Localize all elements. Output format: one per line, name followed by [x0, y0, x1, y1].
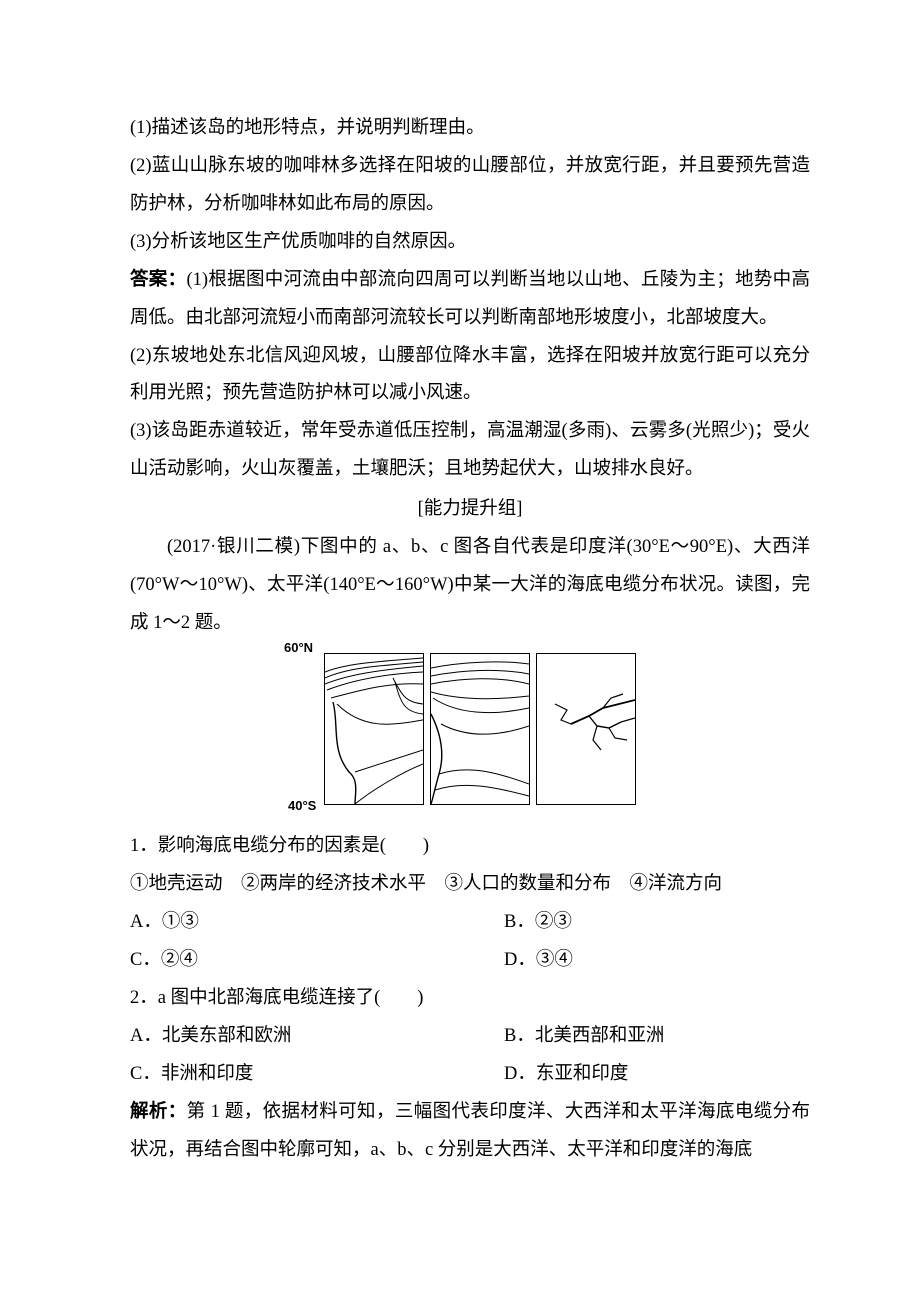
q1-option-c: C．②④ — [130, 942, 504, 980]
section-heading: [能力提升组] — [130, 491, 810, 529]
figure-panel-b: b — [430, 653, 530, 805]
map-a-icon — [325, 654, 423, 804]
q1-option-b: B．②③ — [504, 904, 810, 942]
figure-box: 60°N 40°S — [290, 649, 650, 824]
q1-option-a: A．①③ — [130, 904, 504, 942]
q1-items: ①地壳运动 ②两岸的经济技术水平 ③人口的数量和分布 ④洋流方向 — [130, 866, 810, 904]
question-part-1: (1)描述该岛的地形特点，并说明判断理由。 — [130, 110, 810, 148]
q2-options-row2: C．非洲和印度 D．东亚和印度 — [130, 1056, 810, 1094]
answer-2: (2)东坡地处东北信风迎风坡，山腰部位降水丰富，选择在阳坡并放宽行距可以充分利用… — [130, 338, 810, 414]
answer-3: (3)该岛距赤道较近，常年受赤道低压控制，高温潮湿(多雨)、云雾多(光照少)；受… — [130, 413, 810, 489]
map-b-icon — [431, 654, 529, 804]
map-c-icon — [537, 654, 635, 804]
figure-panels: a b — [324, 653, 636, 805]
q1-options-row2: C．②④ D．③④ — [130, 942, 810, 980]
q2-option-d: D．东亚和印度 — [504, 1056, 810, 1094]
figure: 60°N 40°S — [130, 649, 810, 829]
page: (1)描述该岛的地形特点，并说明判断理由。 (2)蓝山山脉东坡的咖啡林多选择在阳… — [0, 0, 920, 1302]
question-part-3: (3)分析该地区生产优质咖啡的自然原因。 — [130, 224, 810, 262]
explanation-text: 第 1 题，依据材料可知，三幅图代表印度洋、大西洋和太平洋海底电缆分布状况，再结… — [130, 1102, 810, 1160]
axis-label-top: 60°N — [284, 641, 313, 654]
answer-1-text: (1)根据图中河流由中部流向四周可以判断当地以山地、丘陵为主；地势中高周低。由北… — [130, 270, 810, 328]
q2-options-row1: A．北美东部和欧洲 B．北美西部和亚洲 — [130, 1018, 810, 1056]
q1-option-d: D．③④ — [504, 942, 810, 980]
answer-label: 答案： — [130, 270, 186, 290]
q2-option-c: C．非洲和印度 — [130, 1056, 504, 1094]
question-part-2: (2)蓝山山脉东坡的咖啡林多选择在阳坡的山腰部位，并放宽行距，并且要预先营造防护… — [130, 148, 810, 224]
figure-panel-a: a — [324, 653, 424, 805]
axis-label-bottom: 40°S — [288, 799, 316, 812]
explanation: 解析：第 1 题，依据材料可知，三幅图代表印度洋、大西洋和太平洋海底电缆分布状况… — [130, 1094, 810, 1170]
explanation-label: 解析： — [130, 1102, 187, 1122]
q2-option-a: A．北美东部和欧洲 — [130, 1018, 504, 1056]
answer-1: 答案：(1)根据图中河流由中部流向四周可以判断当地以山地、丘陵为主；地势中高周低… — [130, 262, 810, 338]
figure-panel-c: c — [536, 653, 636, 805]
q2-stem: 2．a 图中北部海底电缆连接了( ) — [130, 980, 810, 1018]
intro-paragraph: (2017·银川二模)下图中的 a、b、c 图各自代表是印度洋(30°E～90°… — [130, 529, 810, 643]
q1-options-row1: A．①③ B．②③ — [130, 904, 810, 942]
q2-option-b: B．北美西部和亚洲 — [504, 1018, 810, 1056]
q1-stem: 1．影响海底电缆分布的因素是( ) — [130, 828, 810, 866]
